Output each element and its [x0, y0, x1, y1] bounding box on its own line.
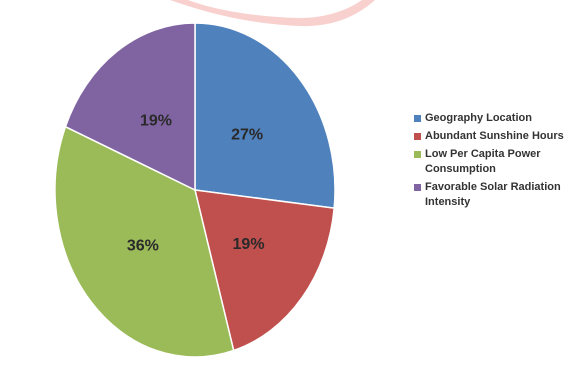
swoosh-shape — [170, 0, 375, 27]
legend-item-low-per-capita-power-consumption: Low Per Capita Power Consumption — [414, 147, 580, 177]
legend-swatch-geography-location — [414, 115, 421, 122]
legend-swatch-low-per-capita-power-consumption — [414, 151, 421, 158]
data-label-geography-location: 27% — [231, 126, 263, 143]
pie-slice-low-per-capita-power-consumption — [54, 125, 235, 358]
pie-data-labels: 27% 19% 36% 19% — [127, 113, 265, 255]
legend-swatch-favorable-solar-radiation-intensity — [414, 184, 421, 191]
legend-label-low-per-capita-power-consumption: Low Per Capita Power Consumption — [425, 148, 541, 175]
legend-label-abundant-sunshine-hours: Abundant Sunshine Hours — [425, 130, 564, 142]
chart-legend: Geography Location Abundant Sunshine Hou… — [414, 111, 580, 213]
legend-item-geography-location: Geography Location — [414, 111, 580, 126]
pie-slices — [54, 22, 336, 358]
data-label-favorable-solar-radiation-intensity: 19% — [140, 113, 172, 130]
data-label-abundant-sunshine-hours: 19% — [233, 236, 265, 253]
pie-slice-geography-location — [194, 22, 336, 209]
data-label-low-per-capita-power-consumption: 36% — [127, 238, 159, 255]
pie-slice-abundant-sunshine-hours — [194, 189, 335, 352]
legend-item-favorable-solar-radiation-intensity: Favorable Solar Radiation Intensity — [414, 180, 580, 210]
legend-item-abundant-sunshine-hours: Abundant Sunshine Hours — [414, 129, 580, 144]
legend-label-favorable-solar-radiation-intensity: Favorable Solar Radiation Intensity — [425, 181, 561, 208]
top-decorative-swoosh — [170, 0, 375, 27]
pie-slice-favorable-solar-radiation-intensity — [64, 22, 196, 192]
legend-label-geography-location: Geography Location — [425, 112, 532, 124]
legend-swatch-abundant-sunshine-hours — [414, 133, 421, 140]
